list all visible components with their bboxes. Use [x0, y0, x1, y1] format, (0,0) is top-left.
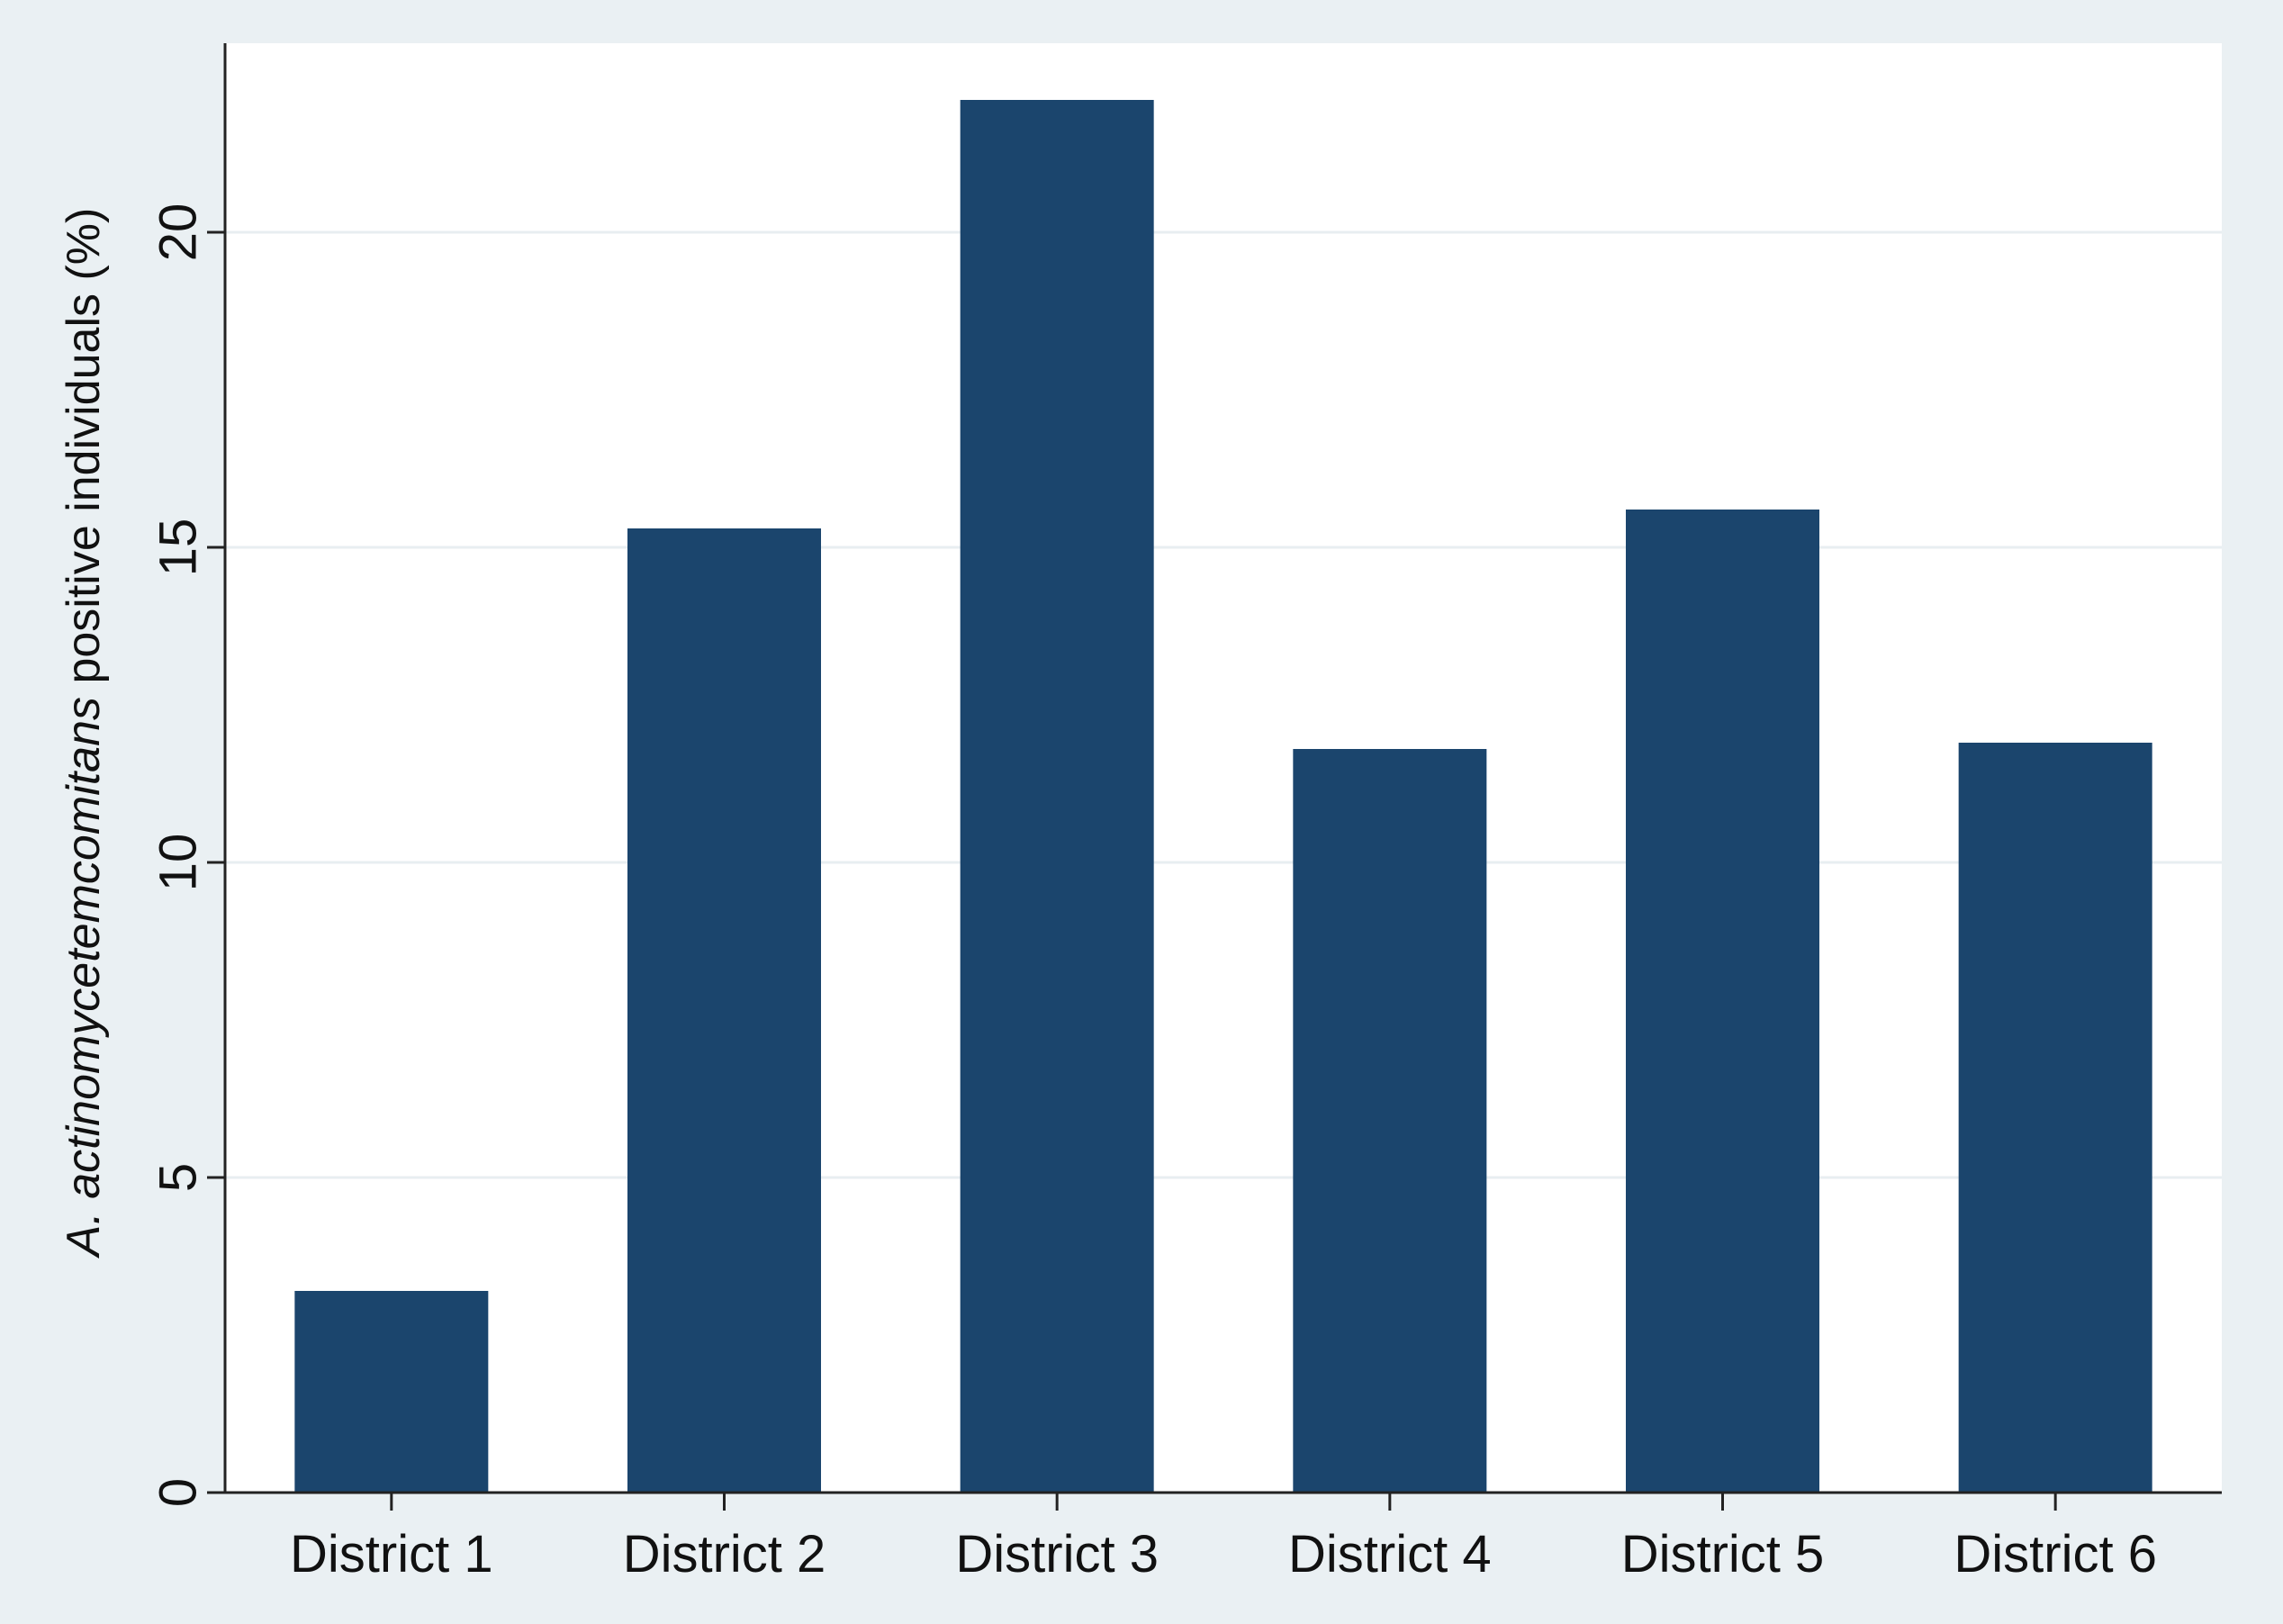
- bar-district-6: [1958, 743, 2152, 1493]
- x-tick-label: District 5: [1621, 1525, 1825, 1583]
- y-tick-label: 15: [149, 519, 208, 577]
- x-tick-label: District 4: [1288, 1525, 1492, 1583]
- bar-district-2: [627, 528, 821, 1493]
- bar-district-1: [294, 1291, 489, 1493]
- grid-lines: [225, 230, 2222, 1179]
- y-tick-label: 5: [149, 1163, 208, 1192]
- y-axis-title: A. actinomycetemcomitans positive indivi…: [58, 208, 110, 1259]
- plot-area: [225, 43, 2222, 1493]
- y-tick-label: 20: [149, 203, 208, 262]
- x-tick-label: District 2: [623, 1525, 826, 1583]
- x-axis-ticks: District 1 District 2 District 3 District 4…: [290, 1493, 2157, 1583]
- y-tick-label: 0: [149, 1478, 208, 1507]
- bars: [294, 100, 2152, 1493]
- bar-district-4: [1293, 749, 1487, 1493]
- x-tick-label: District 6: [1954, 1525, 2157, 1583]
- bar-district-5: [1626, 510, 1819, 1493]
- x-tick-label: District 3: [955, 1525, 1159, 1583]
- y-axis-ticks: 0 5 10 15 20: [149, 203, 225, 1507]
- bar-district-3: [960, 100, 1154, 1493]
- y-axis-title-italic: A. actinomycetemcomitans: [58, 697, 110, 1259]
- y-axis-title-rest: positive individuals (%): [58, 208, 110, 697]
- x-tick-label: District 1: [290, 1525, 493, 1583]
- y-tick-label: 10: [149, 834, 208, 892]
